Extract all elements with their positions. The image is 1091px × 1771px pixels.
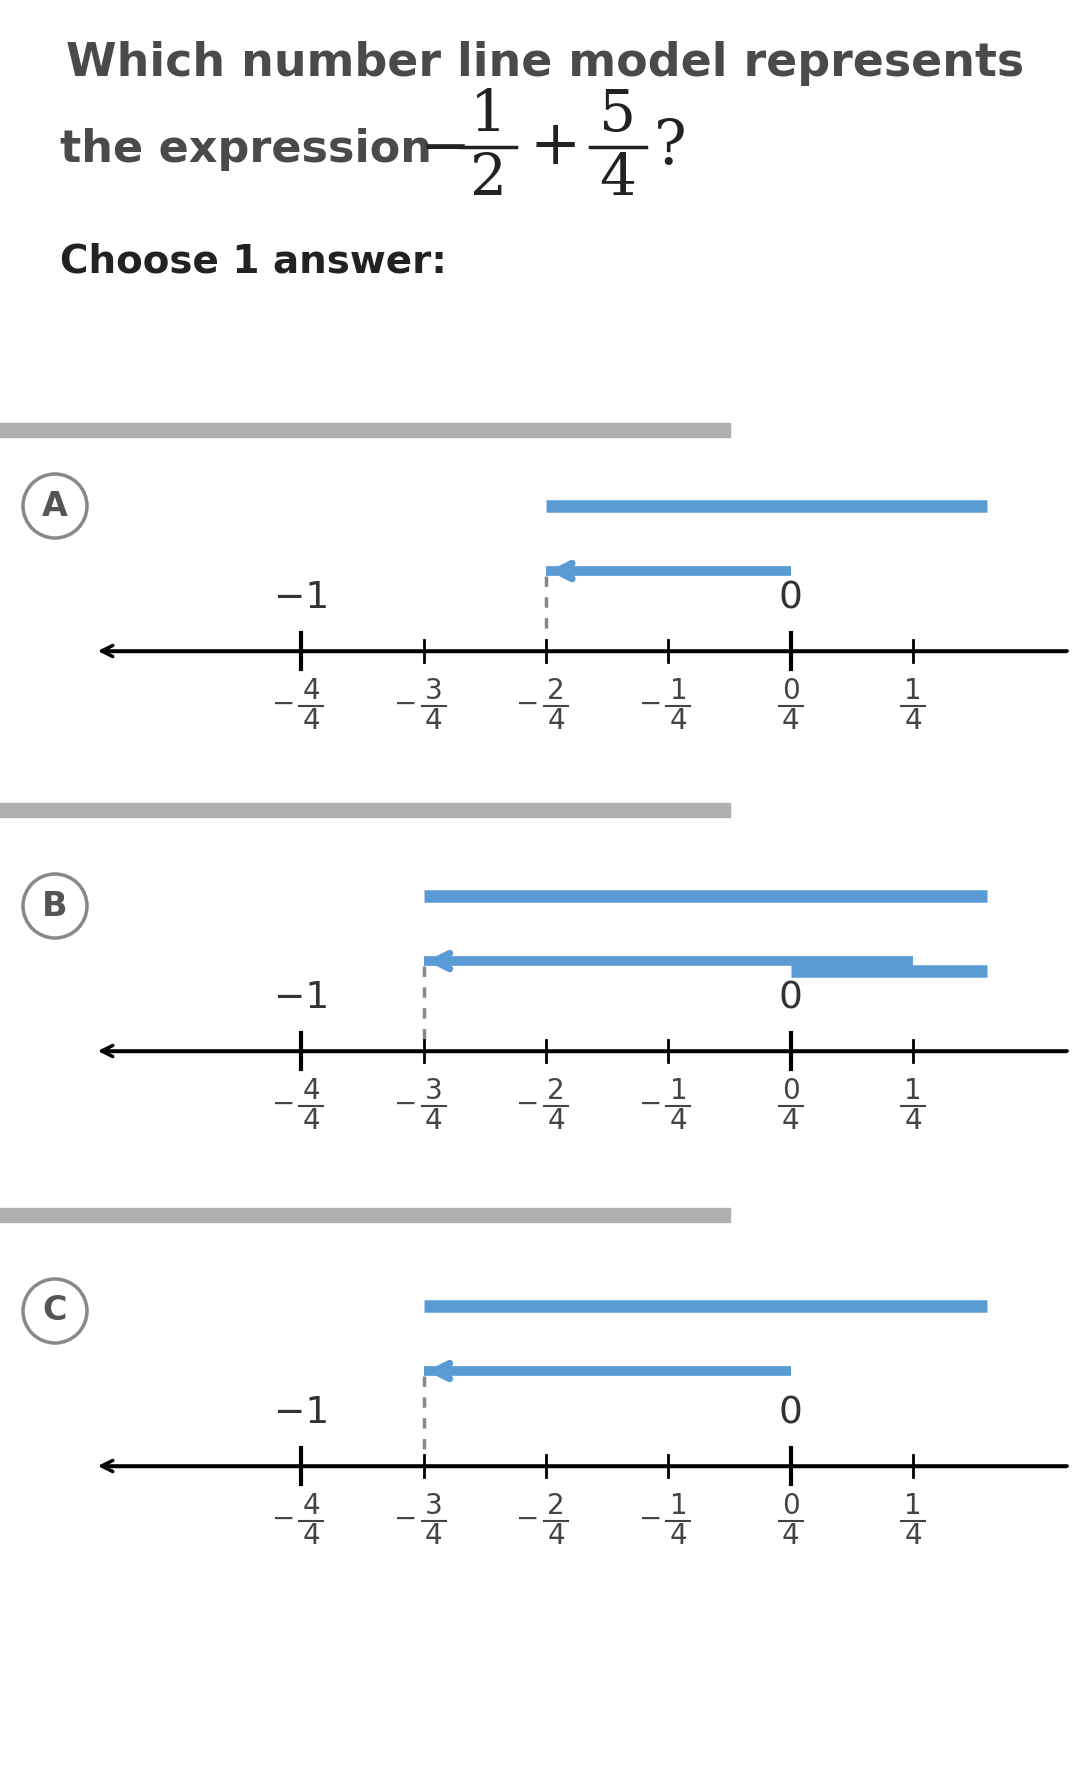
Text: +: + [529, 117, 580, 177]
Text: 4: 4 [302, 1491, 320, 1520]
Text: 1: 1 [670, 1491, 687, 1520]
Text: B: B [43, 889, 68, 923]
Text: 4: 4 [424, 1521, 443, 1550]
Text: 5: 5 [599, 87, 636, 143]
Text: 1: 1 [904, 1077, 922, 1105]
Text: 4: 4 [548, 707, 565, 735]
Text: 2: 2 [548, 677, 565, 705]
Text: −: − [272, 1089, 295, 1118]
Text: 4: 4 [302, 677, 320, 705]
Text: 1: 1 [904, 677, 922, 705]
Text: C: C [43, 1295, 68, 1328]
Text: 2: 2 [548, 1491, 565, 1520]
Text: 4: 4 [548, 1521, 565, 1550]
Text: the expression: the expression [60, 128, 432, 170]
Text: A: A [43, 489, 68, 522]
Text: 4: 4 [904, 707, 922, 735]
Text: −: − [516, 691, 540, 717]
Text: 0: 0 [782, 677, 800, 705]
Text: 2: 2 [548, 1077, 565, 1105]
Text: −: − [394, 1505, 418, 1534]
Text: −: − [639, 691, 662, 717]
Text: −: − [639, 1089, 662, 1118]
Text: 0: 0 [779, 579, 803, 616]
Text: Which number line model represents: Which number line model represents [65, 41, 1024, 85]
Text: 4: 4 [904, 1107, 922, 1135]
Text: 4: 4 [424, 1107, 443, 1135]
Text: 0: 0 [779, 979, 803, 1017]
Text: 0: 0 [782, 1491, 800, 1520]
Text: 1: 1 [670, 1077, 687, 1105]
Text: −: − [394, 691, 418, 717]
Text: 4: 4 [302, 1077, 320, 1105]
Text: −: − [272, 691, 295, 717]
Text: 1: 1 [670, 677, 687, 705]
Text: 4: 4 [904, 1521, 922, 1550]
Text: −: − [516, 1505, 540, 1534]
Text: −1: −1 [274, 579, 329, 616]
Text: 3: 3 [424, 1491, 443, 1520]
Text: −: − [394, 1089, 418, 1118]
Text: −1: −1 [274, 979, 329, 1017]
Text: 4: 4 [782, 1107, 800, 1135]
Text: 4: 4 [670, 1521, 687, 1550]
Text: 4: 4 [782, 1521, 800, 1550]
Text: ?: ? [654, 117, 686, 177]
Text: 4: 4 [424, 707, 443, 735]
Text: 3: 3 [424, 677, 443, 705]
Text: 1: 1 [904, 1491, 922, 1520]
Text: −: − [516, 1089, 540, 1118]
Text: 0: 0 [779, 1396, 803, 1431]
Text: 4: 4 [302, 707, 320, 735]
Text: 4: 4 [670, 707, 687, 735]
Text: 3: 3 [424, 1077, 443, 1105]
Text: 4: 4 [782, 707, 800, 735]
Text: Choose 1 answer:: Choose 1 answer: [60, 243, 447, 280]
Text: −: − [419, 119, 470, 179]
Text: 4: 4 [670, 1107, 687, 1135]
Text: 1: 1 [469, 87, 506, 143]
Text: 4: 4 [302, 1521, 320, 1550]
Text: −: − [639, 1505, 662, 1534]
Text: 4: 4 [548, 1107, 565, 1135]
Text: −: − [272, 1505, 295, 1534]
Text: −1: −1 [274, 1396, 329, 1431]
Text: 4: 4 [302, 1107, 320, 1135]
Text: 0: 0 [782, 1077, 800, 1105]
Text: 4: 4 [599, 151, 636, 207]
Text: 2: 2 [469, 151, 506, 207]
